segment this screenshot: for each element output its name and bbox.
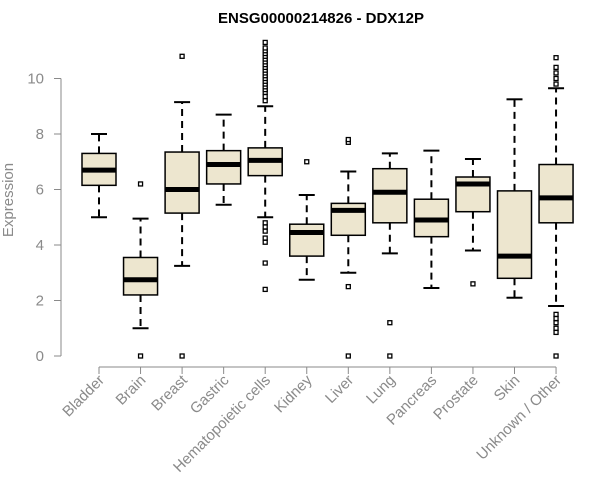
x-tick-label: Breast: [148, 371, 191, 414]
outlier-point: [137, 353, 144, 359]
outlier-point: [262, 239, 268, 245]
chart-title: ENSG00000214826 - DDX12P: [218, 10, 424, 27]
x-tick-label: Lung: [363, 372, 399, 408]
outlier-point: [262, 235, 268, 241]
outlier-point: [553, 320, 559, 326]
x-tick-label: Skin: [491, 372, 524, 405]
outlier-point: [262, 93, 268, 100]
x-tick-label: Liver: [322, 372, 357, 407]
x-tick-label: Kidney: [271, 371, 316, 416]
y-tick-label: 6: [36, 182, 44, 199]
iqr-box: [496, 190, 533, 280]
outlier-point: [553, 315, 559, 322]
iqr-box: [372, 167, 408, 224]
outlier-point: [262, 98, 268, 104]
box-skin: [496, 98, 533, 299]
outlier-point: [262, 260, 268, 266]
y-tick-label: 8: [36, 126, 44, 143]
y-tick-label: 2: [36, 293, 44, 310]
y-axis-label: Expression: [0, 163, 17, 237]
box-prostate: [455, 157, 491, 287]
outlier-point: [553, 70, 559, 76]
outlier-point: [553, 55, 559, 61]
box-kidney: [289, 159, 325, 281]
box-breast: [164, 53, 200, 359]
box-hematopoietic-cells: [247, 39, 283, 293]
iqr-box: [122, 256, 159, 296]
outlier-point: [470, 281, 476, 287]
box-bladder: [81, 133, 117, 219]
box-pancreas: [413, 149, 450, 290]
outlier-point: [387, 320, 393, 326]
box-lung: [372, 152, 408, 359]
outlier-point: [345, 353, 351, 359]
iqr-box: [205, 149, 242, 185]
outlier-point: [262, 220, 268, 226]
outlier-point: [553, 353, 559, 359]
iqr-box: [289, 223, 325, 257]
outlier-point: [262, 39, 268, 46]
outlier-point: [262, 45, 268, 51]
outlier-point: [262, 286, 268, 293]
box-gastric: [205, 113, 242, 206]
outlier-point: [387, 353, 393, 359]
outlier-point: [345, 136, 351, 143]
outlier-point: [179, 353, 185, 359]
outlier-point: [553, 329, 559, 336]
outlier-point: [553, 64, 559, 71]
outlier-point: [304, 159, 310, 165]
y-tick-label: 10: [27, 71, 44, 88]
iqr-box: [538, 163, 574, 224]
boxes: [81, 39, 574, 359]
outlier-point: [553, 311, 559, 318]
outlier-point: [345, 283, 351, 290]
x-tick-label: Bladder: [59, 372, 108, 421]
y-tick-label: 0: [36, 348, 44, 365]
box-liver: [330, 136, 367, 359]
outlier-point: [553, 325, 559, 331]
outlier-point: [137, 181, 144, 187]
outlier-point: [262, 228, 268, 234]
outlier-point: [262, 224, 268, 230]
box-brain: [122, 181, 159, 359]
iqr-box: [164, 151, 200, 214]
y-tick-label: 4: [36, 237, 44, 254]
outlier-point: [553, 75, 559, 82]
outlier-point: [553, 81, 559, 87]
x-tick-label: Brain: [113, 372, 150, 409]
box-unknown-other: [538, 55, 574, 359]
outlier-point: [179, 53, 185, 59]
x-tick-label: Prostate: [430, 372, 482, 424]
